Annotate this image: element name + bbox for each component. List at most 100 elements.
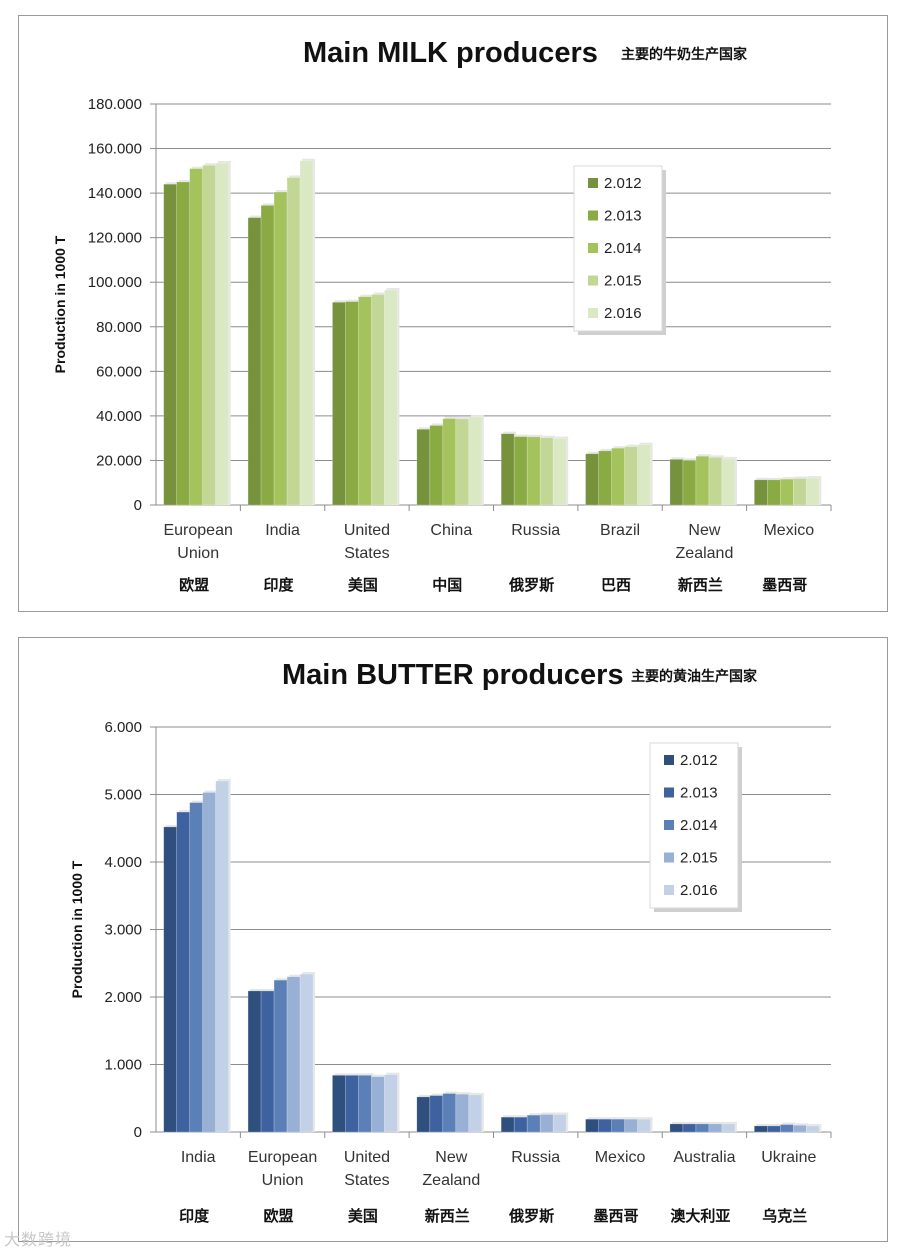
legend-swatch — [664, 852, 674, 863]
bar — [332, 1074, 346, 1133]
bar — [416, 428, 431, 506]
bar — [247, 990, 262, 1133]
y-tick-label: 0 — [134, 497, 142, 514]
y-tick-label: 100.000 — [88, 274, 142, 291]
x-category-label: India — [265, 522, 300, 539]
bar — [500, 1116, 515, 1133]
bar — [513, 1116, 528, 1133]
y-tick-label: 60.000 — [96, 363, 142, 380]
x-category-label: New — [688, 522, 720, 539]
x-category-label: Zealand — [422, 1172, 480, 1189]
x-category-label: Russia — [511, 522, 560, 539]
y-tick-label: 3.000 — [104, 922, 142, 939]
x-category-label-cn: 俄罗斯 — [508, 1207, 554, 1225]
bar — [585, 453, 599, 506]
legend-label: 2.012 — [604, 175, 642, 192]
bar — [468, 416, 483, 506]
x-category-label: Union — [262, 1172, 304, 1189]
x-category-label-cn: 欧盟 — [264, 1207, 294, 1225]
bar — [539, 437, 554, 506]
y-tick-label: 80.000 — [96, 319, 142, 336]
legend-label: 2.015 — [680, 850, 718, 867]
butter-chart-panel: Main BUTTER producers 主要的黄油生产国家 0 1.000 2.00… — [18, 637, 888, 1242]
x-category-label: Ukraine — [761, 1149, 816, 1166]
bar — [273, 979, 288, 1133]
bar — [767, 1125, 781, 1133]
bar — [552, 1114, 567, 1133]
bar — [455, 1093, 470, 1133]
x-category-label-cn: 欧盟 — [179, 576, 209, 594]
bar — [669, 1123, 684, 1133]
legend-label: 2.016 — [680, 882, 718, 899]
legend-swatch — [664, 787, 674, 798]
x-category-label: China — [430, 522, 472, 539]
bar — [637, 1118, 651, 1133]
bar — [299, 973, 314, 1133]
legend-label: 2.013 — [604, 208, 642, 225]
bar — [780, 478, 794, 506]
bar — [345, 301, 359, 506]
legend-swatch — [664, 820, 674, 830]
legend-swatch — [588, 243, 598, 253]
milk-chart-panel: Main MILK producers 主要的牛奶生产国家 0 20.000 40.00… — [18, 15, 888, 612]
x-category-label: New — [435, 1149, 467, 1166]
legend-label: 2.012 — [680, 752, 718, 769]
y-tick-label: 4.000 — [104, 854, 142, 871]
y-tick-label: 20.000 — [96, 452, 142, 469]
x-category-label: States — [344, 1172, 389, 1189]
bar — [286, 177, 301, 506]
bar — [163, 183, 177, 506]
x-category-label: Brazil — [600, 522, 640, 539]
bar — [429, 425, 444, 506]
bar — [358, 296, 372, 506]
bar — [260, 205, 275, 506]
x-category-label-cn: 澳大利亚 — [670, 1207, 730, 1225]
bar — [442, 1093, 457, 1133]
chart-subtitle: 主要的牛奶生产国家 — [621, 46, 748, 63]
bar — [598, 1118, 612, 1133]
bar — [624, 1118, 638, 1133]
x-category-label: European — [163, 522, 232, 539]
bar — [793, 478, 807, 506]
bar — [721, 1123, 736, 1133]
legend-swatch — [588, 275, 598, 286]
legend-swatch — [588, 178, 598, 188]
bar — [468, 1094, 483, 1133]
x-category-label: Australia — [673, 1149, 735, 1166]
bar — [202, 792, 216, 1133]
bar — [455, 418, 470, 506]
bar — [526, 436, 541, 506]
bar — [695, 455, 710, 506]
y-tick-label: 0 — [134, 1124, 142, 1141]
bar — [806, 477, 820, 506]
x-category-label: Russia — [511, 1149, 560, 1166]
bar — [215, 780, 229, 1133]
chart-subtitle: 主要的黄油生产国家 — [631, 668, 758, 685]
bar — [429, 1095, 444, 1133]
x-category-label-cn: 新西兰 — [678, 576, 723, 594]
x-category-label-cn: 新西兰 — [425, 1207, 470, 1225]
bar — [611, 1118, 625, 1133]
bar — [513, 436, 528, 506]
bar — [611, 447, 625, 506]
bar — [767, 479, 781, 506]
x-category-label-cn: 墨西哥 — [762, 576, 807, 594]
x-category-label: Union — [177, 545, 219, 562]
x-category-label: India — [181, 1149, 216, 1166]
bar — [695, 1123, 710, 1133]
bar — [442, 418, 457, 506]
bar — [202, 164, 216, 506]
legend-label: 2.014 — [604, 240, 642, 257]
legend-label: 2.016 — [604, 305, 642, 322]
y-axis-label: Production in 1000 T — [69, 860, 85, 998]
bar — [669, 459, 684, 506]
bar — [358, 1074, 372, 1133]
bar — [637, 444, 651, 506]
x-category-label-cn: 美国 — [348, 1207, 378, 1225]
bar — [416, 1096, 431, 1133]
butter-chart: Main BUTTER producers 主要的黄油生产国家 0 1.000 2.00… — [69, 659, 832, 1225]
bar — [384, 289, 398, 506]
y-tick-label: 2.000 — [104, 989, 142, 1006]
bar — [247, 217, 262, 506]
bar — [526, 1114, 541, 1133]
